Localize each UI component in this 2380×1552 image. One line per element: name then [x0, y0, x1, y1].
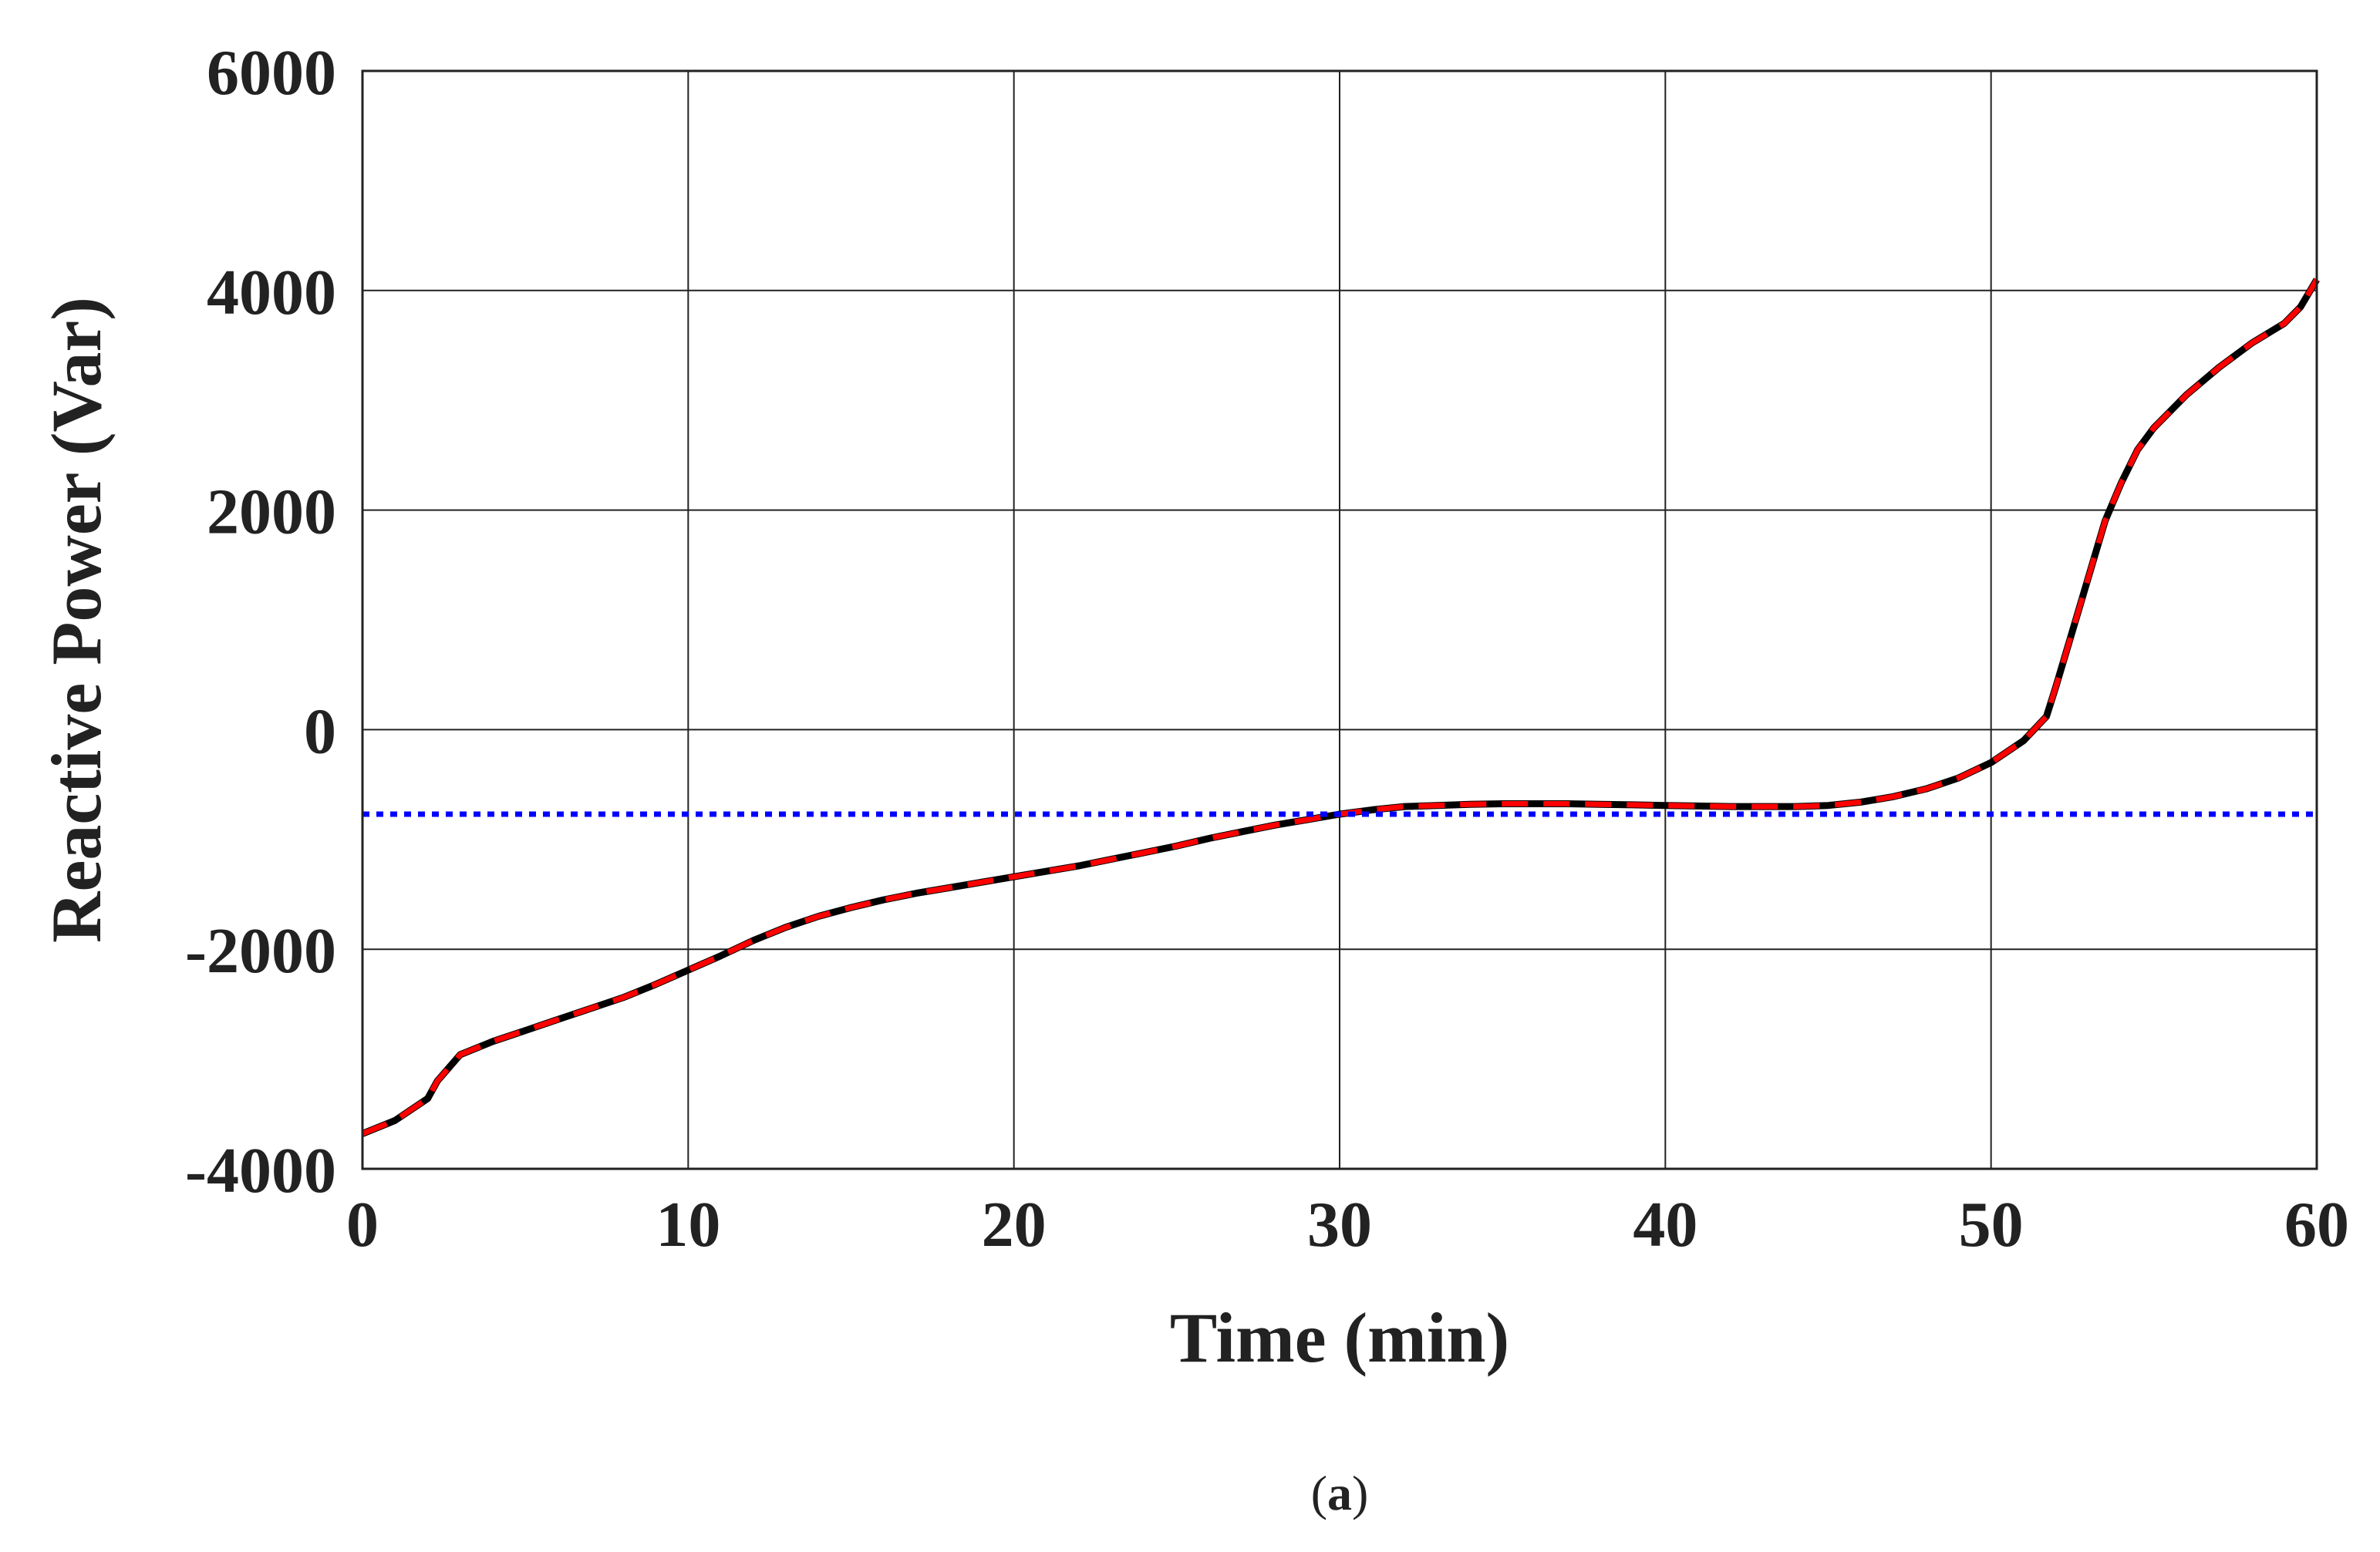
- y-tick-label: 6000: [207, 37, 336, 109]
- y-tick-label: 4000: [207, 257, 336, 328]
- y-tick-label: 2000: [207, 476, 336, 548]
- plot-frame: [361, 69, 2318, 1170]
- x-tick-label: 10: [656, 1189, 720, 1261]
- x-tick-label: 0: [346, 1189, 379, 1261]
- caption-letter: a: [1327, 1466, 1352, 1520]
- y-tick-label: -2000: [185, 915, 336, 987]
- tick-labels: 0 10 20 30 40 50 60 -4000 -2000 0 2000 4000 6000: [185, 37, 2349, 1261]
- y-tick-label: 0: [304, 695, 336, 767]
- x-tick-label: 40: [1633, 1189, 1697, 1261]
- x-tick-label: 30: [1307, 1189, 1372, 1261]
- y-tick-label: -4000: [185, 1135, 336, 1207]
- caption-close-paren: ): [1352, 1466, 1368, 1520]
- x-axis-title: Time (min): [1170, 1298, 1509, 1377]
- x-tick-label: 20: [982, 1189, 1047, 1261]
- series-lines: [361, 278, 2320, 1137]
- caption-open-paren: (: [1311, 1466, 1327, 1520]
- x-tick-label: 60: [2284, 1189, 2349, 1261]
- series-line-solid: [361, 278, 2320, 1137]
- x-tick-label: 50: [1959, 1189, 2024, 1261]
- figure-caption: (a): [1311, 1466, 1369, 1520]
- y-axis-title: Reactive Power (Var): [37, 297, 116, 943]
- grid-lines: [362, 70, 2318, 1170]
